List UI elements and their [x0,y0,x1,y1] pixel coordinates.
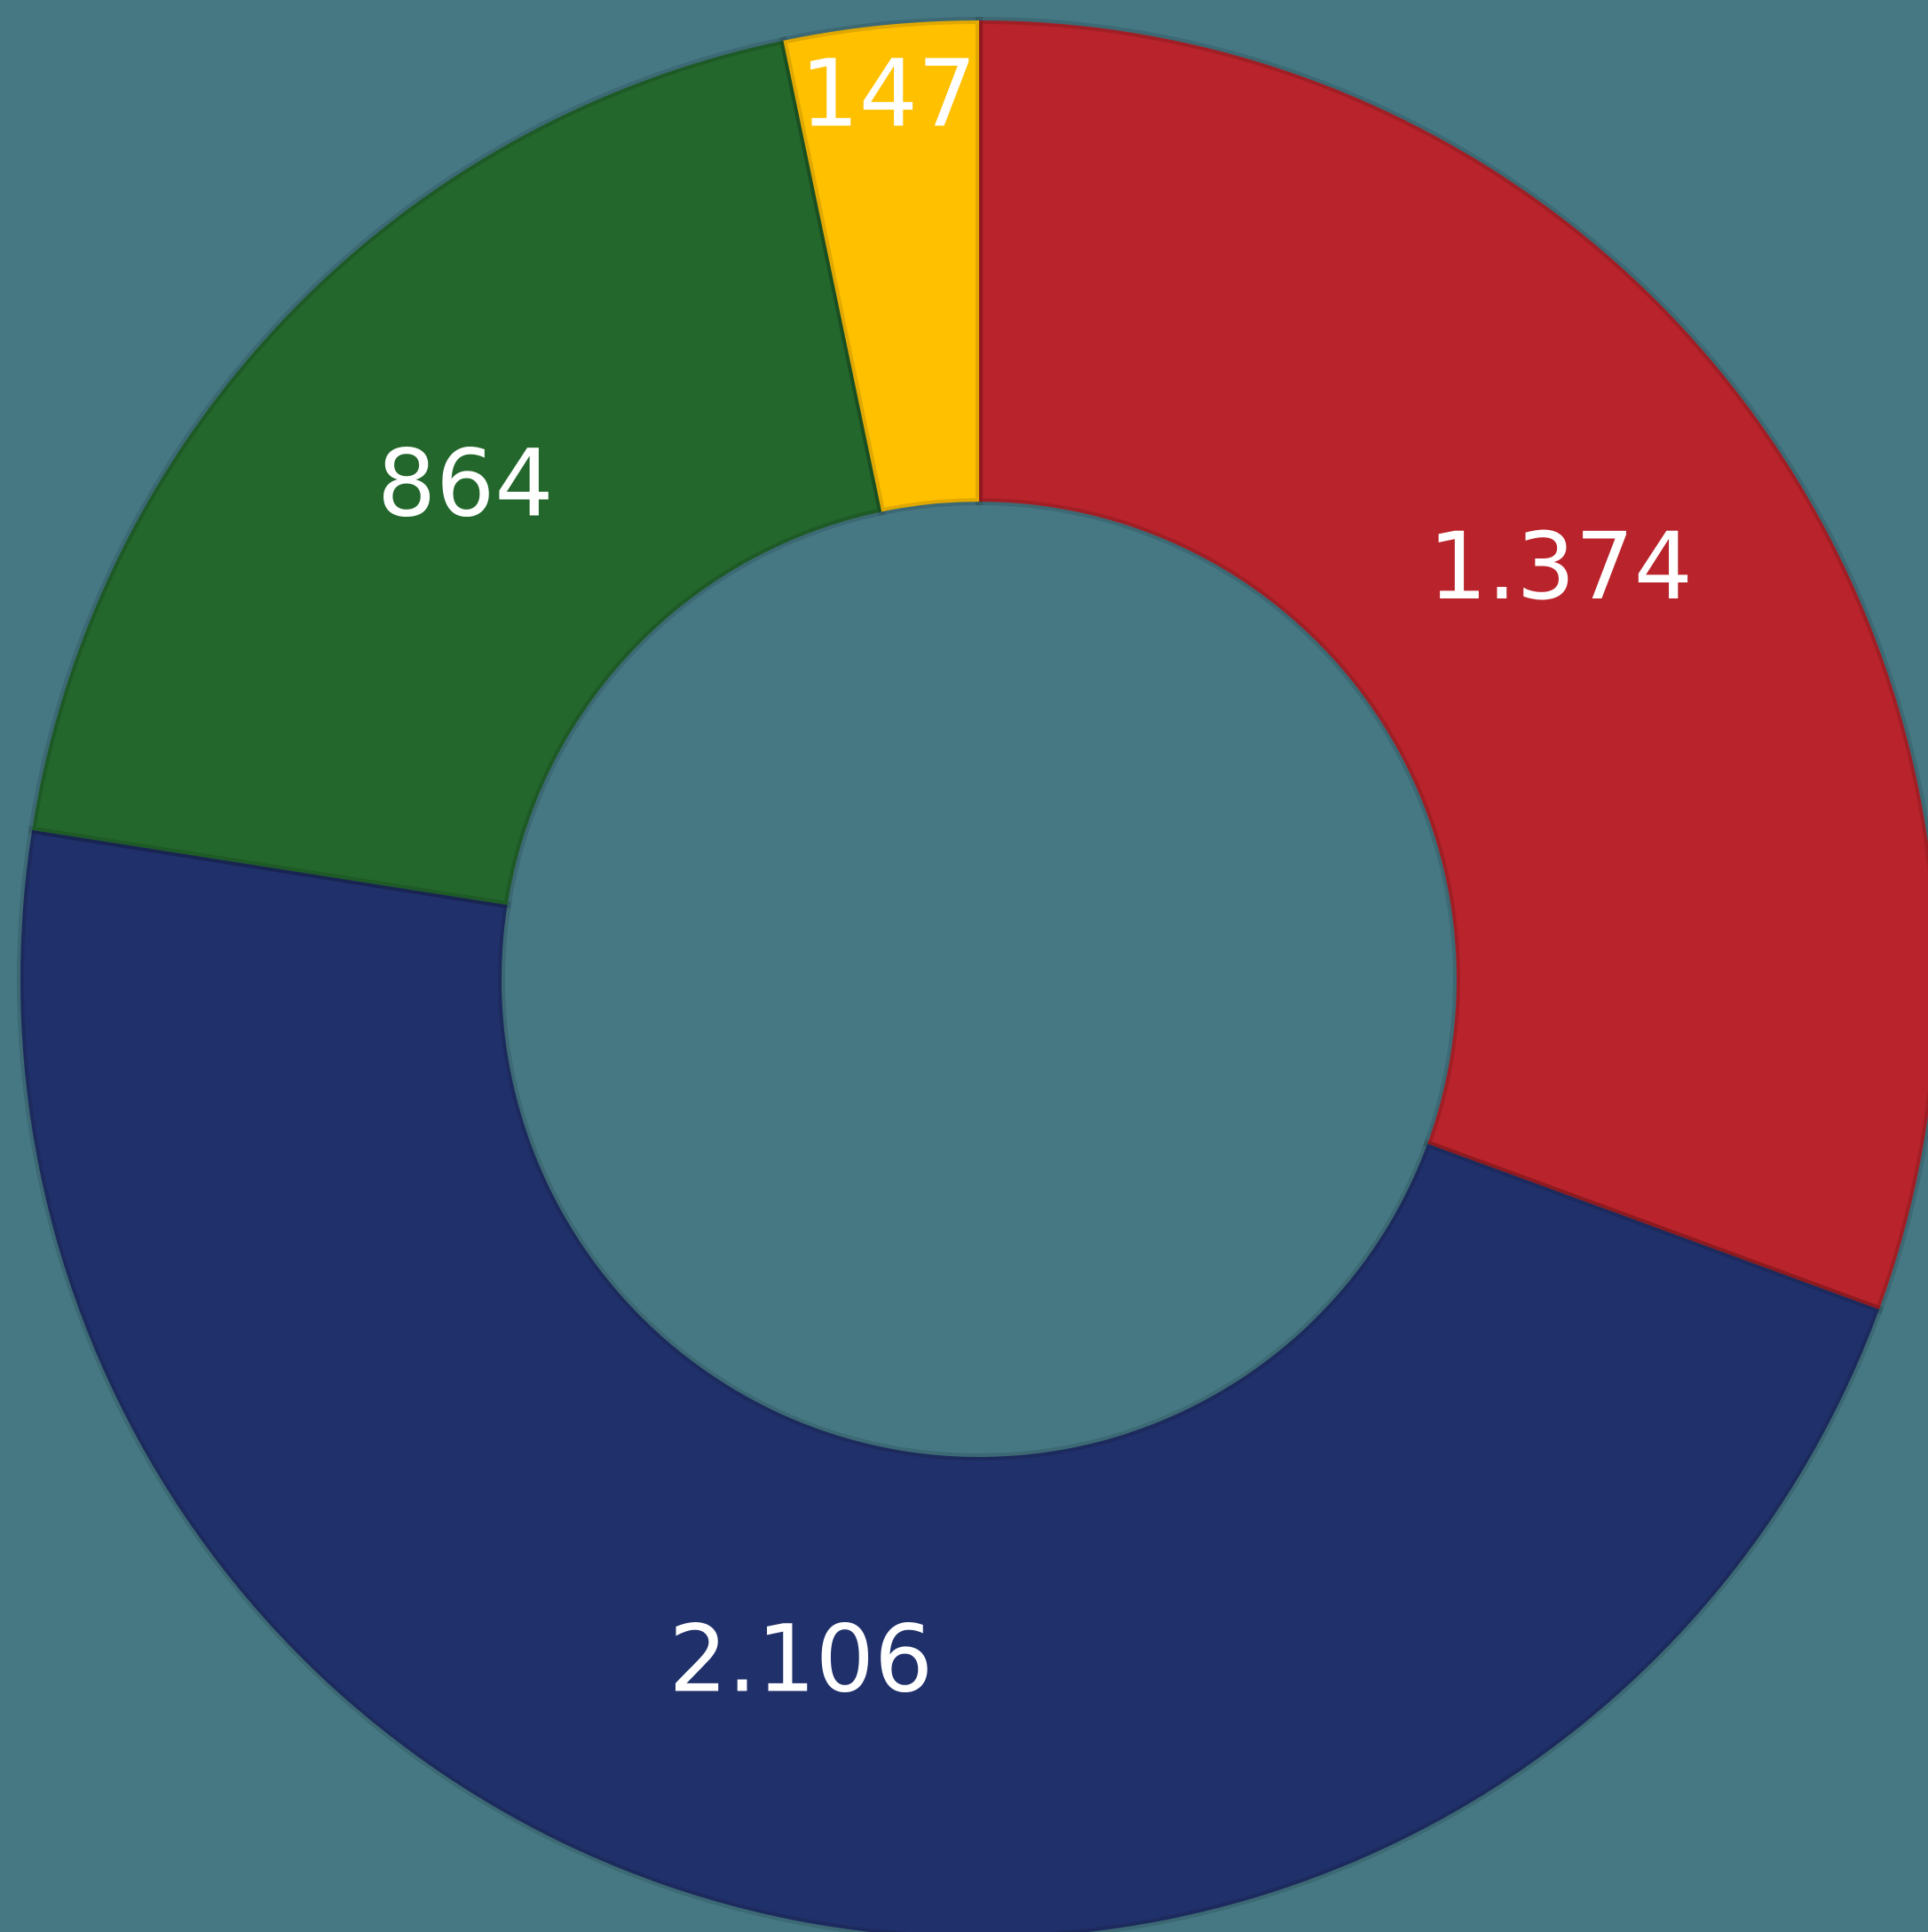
donut-slice [778,16,983,517]
donut-slice [28,36,886,909]
data-label: 1.374 [1428,512,1693,621]
data-label: 864 [377,429,554,537]
data-label: 147 [801,40,977,148]
donut-slice [976,16,1928,1315]
donut-slice [17,826,1885,1932]
data-label: 2.106 [668,1605,933,1714]
